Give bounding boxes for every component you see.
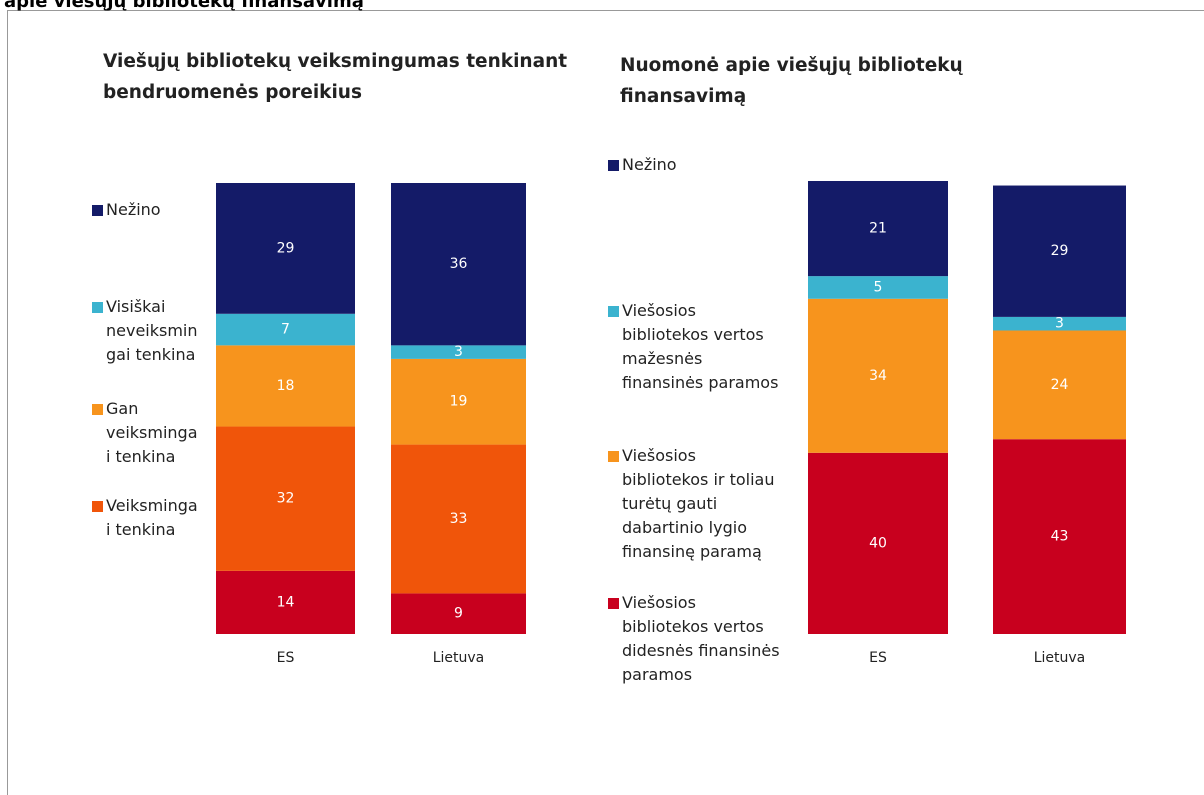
data-label: 32 [277, 491, 295, 507]
bar-segment [993, 185, 1126, 317]
data-label: 21 [869, 221, 887, 237]
data-label: 18 [277, 378, 295, 394]
bar-segment [808, 276, 948, 299]
bar-segment [808, 452, 948, 634]
data-label: 40 [869, 535, 887, 551]
bar-segment [391, 593, 526, 634]
legend-swatch [608, 451, 619, 462]
x-tick-label: ES [869, 650, 887, 666]
bar-segment [808, 298, 948, 453]
legend-swatch [92, 205, 103, 216]
legend-swatch [92, 501, 103, 512]
legend-swatch [608, 160, 619, 171]
bar-segment [216, 345, 355, 427]
bar-segment [216, 183, 355, 314]
bar-segment [391, 444, 526, 594]
legend-swatch [608, 598, 619, 609]
chart-title: Nuomonė apie viešųjų bibliotekų finansav… [620, 55, 963, 107]
data-label: 24 [1051, 377, 1069, 393]
frame [7, 10, 1204, 795]
data-label: 29 [277, 240, 295, 256]
data-label: 19 [450, 394, 468, 410]
data-label: 34 [869, 368, 887, 384]
legend-label: Viešosios bibliotekos ir toliau turėtų g… [622, 446, 775, 561]
legend-swatch [608, 306, 619, 317]
bar-segment [993, 316, 1126, 331]
data-label: 9 [454, 606, 463, 622]
x-tick-label: Lietuva [1034, 650, 1086, 666]
bar-segment [216, 313, 355, 346]
bar-segment [808, 181, 948, 277]
bar-segment [391, 183, 526, 346]
bar-segment [993, 330, 1126, 440]
data-label: 5 [874, 279, 883, 295]
legend-label: Viešosios bibliotekos vertos mažesnės fi… [622, 301, 779, 392]
chart-title: Viešųjų bibliotekų veiksmingumas tenkina… [103, 51, 568, 103]
data-label: 14 [277, 594, 295, 610]
legend-label: Visiškai neveiksmingai tenkina [106, 297, 198, 364]
x-tick-label: ES [277, 650, 295, 666]
data-label: 7 [281, 322, 290, 338]
bar-segment [391, 358, 526, 445]
legend-swatch [92, 404, 103, 415]
legend-swatch [92, 302, 103, 313]
legend-label: Veiksmingai tenkina [106, 496, 198, 539]
page-title: apie viešųjų bibliotekų finansavimą [4, 0, 364, 12]
data-label: 36 [450, 256, 468, 272]
data-label: 43 [1051, 529, 1069, 545]
legend-label: Nežino [106, 200, 161, 219]
x-tick-label: Lietuva [433, 650, 485, 666]
bar-segment [216, 426, 355, 571]
legend-label: Viešosios bibliotekos vertos didesnės fi… [622, 593, 780, 684]
data-label: 3 [454, 344, 463, 360]
bar-segment [391, 345, 526, 359]
data-label: 3 [1055, 316, 1064, 332]
data-label: 33 [450, 511, 468, 527]
legend-label: Gan veiksmingai tenkina [106, 399, 198, 466]
data-label: 29 [1051, 243, 1069, 259]
bar-segment [216, 570, 355, 634]
bar-segment [993, 439, 1126, 634]
legend-label: Nežino [622, 155, 677, 174]
